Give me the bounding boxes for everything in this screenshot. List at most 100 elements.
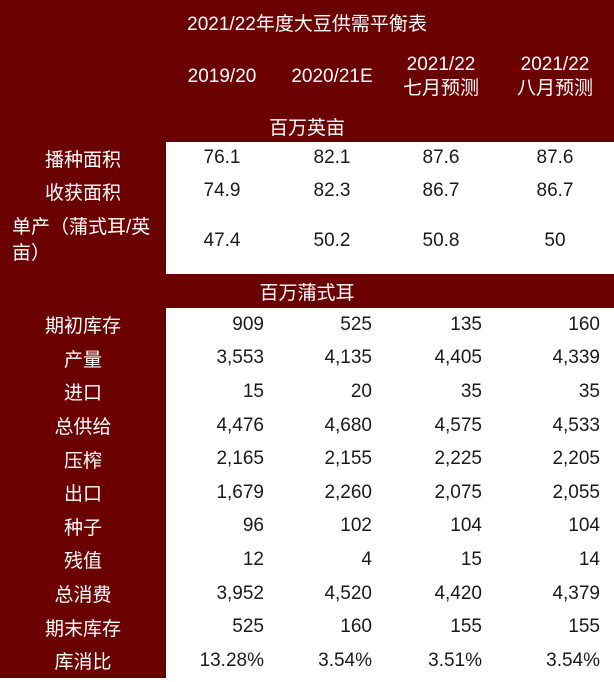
table-cell: 909: [166, 308, 278, 342]
table-cell: 2,260: [278, 476, 386, 510]
table-cell: 2,155: [278, 442, 386, 476]
table-cell: 2,055: [496, 476, 614, 510]
table-title: 2021/22年度大豆供需平衡表: [0, 0, 614, 44]
table-cell: 13.28%: [166, 644, 278, 678]
table-cell: 4,520: [278, 576, 386, 611]
table-row: 种子 96 102 104 104: [0, 509, 614, 544]
table-cell: 135: [386, 308, 496, 342]
row-label: 进口: [0, 375, 166, 409]
table-cell: 104: [496, 509, 614, 544]
table-cell: 50.8: [386, 208, 496, 274]
table-cell: 82.3: [278, 174, 386, 208]
table-row: 总供给 4,476 4,680 4,575 4,533: [0, 408, 614, 443]
table-cell: 155: [496, 610, 614, 644]
header-row: 2019/20 2020/21E 2021/22 七月预测 2021/22 八月…: [0, 44, 614, 110]
table-cell: 4,575: [386, 408, 496, 443]
row-label: 收获面积: [0, 174, 166, 208]
table-cell: 2,225: [386, 442, 496, 476]
column-header: 2020/21E: [278, 44, 386, 110]
table-cell: 4,339: [496, 341, 614, 376]
table-cell: 35: [386, 375, 496, 409]
table-row: 期初库存 909 525 135 160: [0, 308, 614, 342]
table-cell: 86.7: [386, 174, 496, 208]
column-header: 2019/20: [166, 44, 278, 110]
table-cell: 4,533: [496, 408, 614, 443]
row-label: 播种面积: [0, 142, 166, 174]
row-label: 出口: [0, 476, 166, 510]
table-cell: 4,420: [386, 576, 496, 611]
row-label: 总供给: [0, 408, 166, 443]
table-cell: 3,952: [166, 576, 278, 611]
column-header: 2021/22 八月预测: [496, 44, 614, 110]
table-cell: 87.6: [496, 142, 614, 174]
section-label-area: 百万英亩: [0, 110, 614, 142]
row-label: 期初库存: [0, 308, 166, 342]
table-cell: 82.1: [278, 142, 386, 174]
table-row: 产量 3,553 4,135 4,405 4,339: [0, 341, 614, 376]
table-cell: 4,405: [386, 341, 496, 376]
table-cell: 104: [386, 509, 496, 544]
table-cell: 12: [166, 543, 278, 577]
table-row: 单产（蒲式耳/英亩） 47.4 50.2 50.8 50: [0, 208, 614, 274]
row-label: 库消比: [0, 644, 166, 678]
table-cell: 4: [278, 543, 386, 577]
table-cell: 3.54%: [278, 644, 386, 678]
column-header-line2: 八月预测: [516, 78, 593, 99]
table-cell: 87.6: [386, 142, 496, 174]
table-cell: 15: [386, 543, 496, 577]
table-row: 期末库存 525 160 155 155: [0, 610, 614, 644]
table-cell: 4,379: [496, 576, 614, 611]
row-label: 种子: [0, 509, 166, 544]
table-cell: 3.54%: [496, 644, 614, 678]
table-cell: 50: [496, 208, 614, 274]
table-cell: 102: [278, 509, 386, 544]
table-cell: 15: [166, 375, 278, 409]
table-row: 播种面积 76.1 82.1 87.6 87.6: [0, 142, 614, 174]
table-cell: 74.9: [166, 174, 278, 208]
table-cell: 160: [496, 308, 614, 342]
table-cell: 1,679: [166, 476, 278, 510]
table-cell: 47.4: [166, 208, 278, 274]
table-row: 出口 1,679 2,260 2,075 2,055: [0, 476, 614, 510]
table-cell: 2,075: [386, 476, 496, 510]
table-cell: 50.2: [278, 208, 386, 274]
table-cell: 3,553: [166, 341, 278, 376]
table-cell: 3.51%: [386, 644, 496, 678]
table-row: 收获面积 74.9 82.3 86.7 86.7: [0, 174, 614, 208]
section-label-volume: 百万蒲式耳: [0, 274, 614, 308]
row-label: 残值: [0, 543, 166, 577]
table-cell: 4,680: [278, 408, 386, 443]
row-label: 总消费: [0, 576, 166, 611]
table-cell: 525: [166, 610, 278, 644]
column-header-line2: 七月预测: [402, 78, 479, 99]
table-cell: 155: [386, 610, 496, 644]
section-row-volume: 百万蒲式耳: [0, 274, 614, 308]
table-cell: 76.1: [166, 142, 278, 174]
table-cell: 2,205: [496, 442, 614, 476]
table-cell: 4,476: [166, 408, 278, 443]
table-cell: 525: [278, 308, 386, 342]
table-cell: 160: [278, 610, 386, 644]
column-header: 2021/22 七月预测: [386, 44, 496, 110]
header-corner: [0, 44, 166, 110]
row-label: 产量: [0, 341, 166, 376]
table-cell: 2,165: [166, 442, 278, 476]
table-row: 压榨 2,165 2,155 2,225 2,205: [0, 442, 614, 476]
row-label: 单产（蒲式耳/英亩）: [0, 208, 166, 274]
column-header-line1: 2021/22: [406, 54, 476, 76]
table-cell: 4,135: [278, 341, 386, 376]
table-cell: 86.7: [496, 174, 614, 208]
table-row: 残值 12 4 15 14: [0, 543, 614, 577]
row-label: 压榨: [0, 442, 166, 476]
table-row: 库消比 13.28% 3.54% 3.51% 3.54%: [0, 644, 614, 678]
title-row: 2021/22年度大豆供需平衡表: [0, 0, 614, 44]
table-cell: 20: [278, 375, 386, 409]
table-cell: 35: [496, 375, 614, 409]
row-label: 期末库存: [0, 610, 166, 644]
table-row: 进口 15 20 35 35: [0, 375, 614, 409]
section-row-area: 百万英亩: [0, 110, 614, 142]
table-cell: 96: [166, 509, 278, 544]
column-header-line1: 2021/22: [520, 54, 590, 76]
table-row: 总消费 3,952 4,520 4,420 4,379: [0, 576, 614, 611]
